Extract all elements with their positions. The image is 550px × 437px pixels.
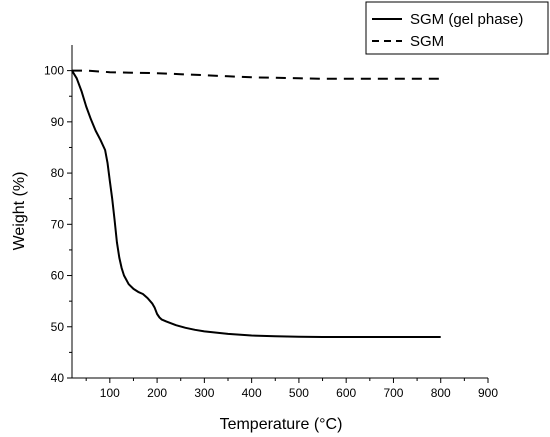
x-tick-label: 900 — [478, 386, 498, 400]
x-tick-label: 500 — [289, 386, 309, 400]
y-tick-label: 50 — [51, 320, 65, 334]
legend: SGM (gel phase) SGM — [365, 1, 549, 55]
y-tick-label: 40 — [51, 371, 65, 385]
x-tick-label: 300 — [194, 386, 214, 400]
x-tick-label: 700 — [383, 386, 403, 400]
x-axis-title: Temperature (°C) — [220, 416, 343, 433]
y-tick-label: 100 — [44, 64, 64, 78]
series-line-sgm-gel-phase — [71, 70, 441, 338]
plot-area — [71, 45, 488, 379]
series-layer — [71, 69, 441, 338]
legend-label-sgm: SGM — [410, 33, 444, 50]
y-tick-label: 90 — [51, 115, 65, 129]
x-tick-label: 600 — [336, 386, 356, 400]
x-tick-label: 100 — [100, 386, 120, 400]
series-line-sgm — [72, 69, 441, 80]
y-ticks: 40 50 60 70 80 90 100 — [44, 64, 72, 385]
x-tick-label: 400 — [242, 386, 262, 400]
x-ticks: 100 200 300 400 500 600 700 800 900 — [85, 378, 498, 400]
legend-label-sgm-gel-phase: SGM (gel phase) — [410, 11, 523, 28]
y-axis-title: Weight (%) — [11, 172, 28, 251]
x-tick-label: 200 — [147, 386, 167, 400]
x-tick-label: 800 — [431, 386, 451, 400]
y-tick-label: 60 — [51, 269, 65, 283]
y-tick-label: 80 — [51, 166, 65, 180]
y-tick-label: 70 — [51, 217, 65, 231]
legend-box — [365, 1, 549, 55]
